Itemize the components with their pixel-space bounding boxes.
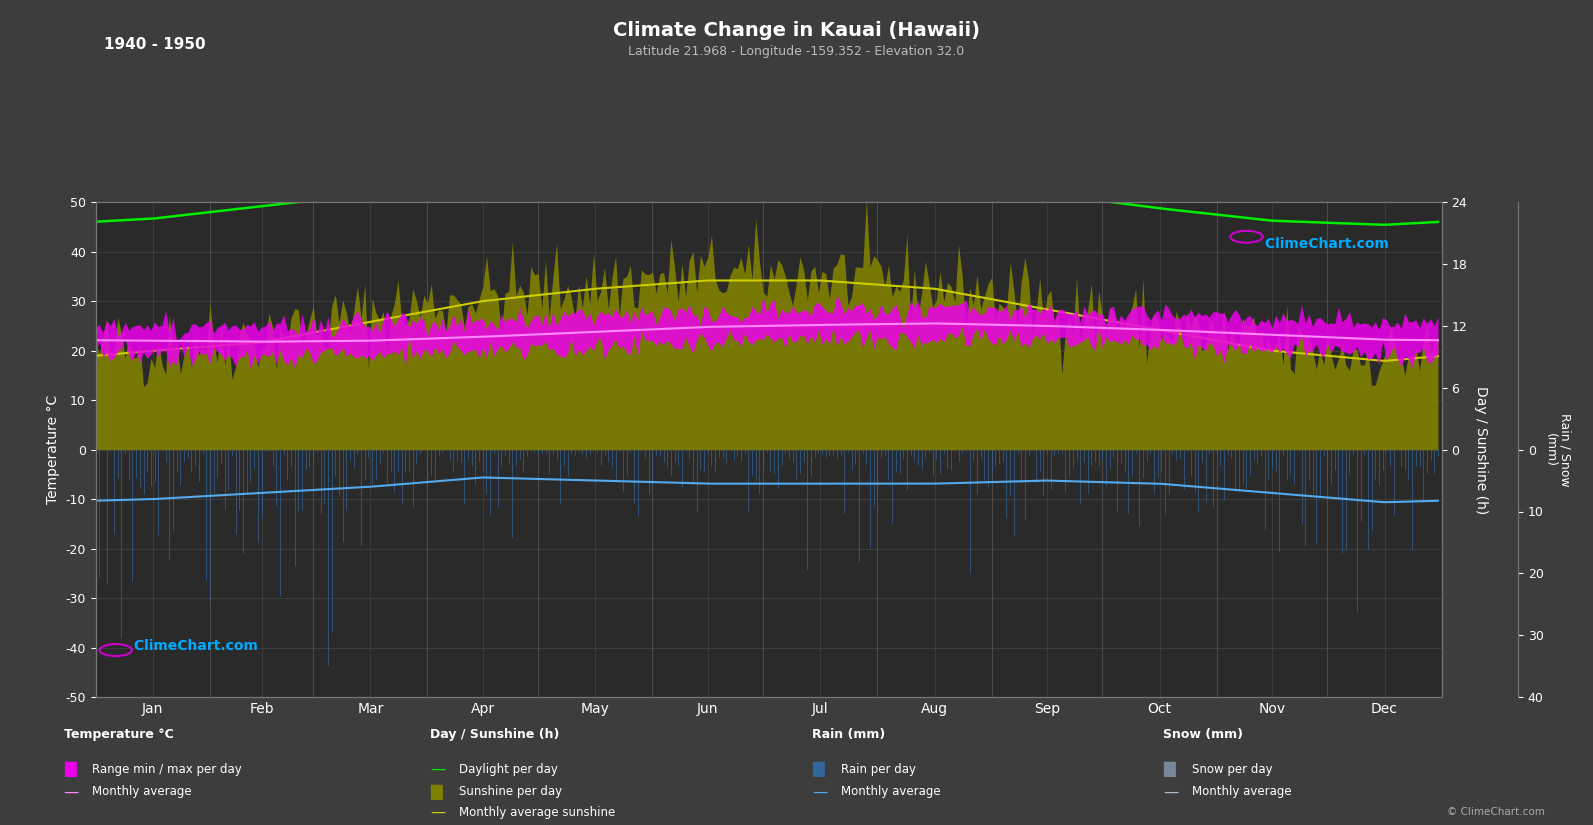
Text: —: — <box>1163 785 1179 799</box>
Text: —: — <box>812 785 828 799</box>
Text: —: — <box>64 785 80 799</box>
Text: Sunshine per day: Sunshine per day <box>459 785 562 799</box>
Text: 1940 - 1950: 1940 - 1950 <box>104 37 205 52</box>
Text: Range min / max per day: Range min / max per day <box>92 763 242 776</box>
Text: Climate Change in Kauai (Hawaii): Climate Change in Kauai (Hawaii) <box>613 21 980 40</box>
Text: █: █ <box>812 762 824 777</box>
Text: Daylight per day: Daylight per day <box>459 763 558 776</box>
Text: Snow per day: Snow per day <box>1192 763 1273 776</box>
Text: Day / Sunshine (h): Day / Sunshine (h) <box>430 728 559 742</box>
Text: Temperature °C: Temperature °C <box>64 728 174 742</box>
Text: —: — <box>430 805 446 820</box>
Text: © ClimeChart.com: © ClimeChart.com <box>1448 807 1545 817</box>
Text: █: █ <box>430 785 441 799</box>
Text: Monthly average: Monthly average <box>92 785 193 799</box>
Text: —: — <box>430 762 446 777</box>
Y-axis label: Day / Sunshine (h): Day / Sunshine (h) <box>1474 385 1488 514</box>
Text: Monthly average: Monthly average <box>841 785 941 799</box>
Text: █: █ <box>64 762 75 777</box>
Text: Monthly average sunshine: Monthly average sunshine <box>459 806 615 819</box>
Text: Monthly average: Monthly average <box>1192 785 1292 799</box>
Text: █: █ <box>1163 762 1174 777</box>
Y-axis label: Rain / Snow
(mm): Rain / Snow (mm) <box>1544 412 1571 487</box>
Y-axis label: Temperature °C: Temperature °C <box>46 395 61 504</box>
Text: Rain per day: Rain per day <box>841 763 916 776</box>
Text: Latitude 21.968 - Longitude -159.352 - Elevation 32.0: Latitude 21.968 - Longitude -159.352 - E… <box>628 45 965 59</box>
Text: Snow (mm): Snow (mm) <box>1163 728 1243 742</box>
Text: ClimeChart.com: ClimeChart.com <box>129 639 258 653</box>
Text: ClimeChart.com: ClimeChart.com <box>1260 237 1389 251</box>
Text: Rain (mm): Rain (mm) <box>812 728 886 742</box>
